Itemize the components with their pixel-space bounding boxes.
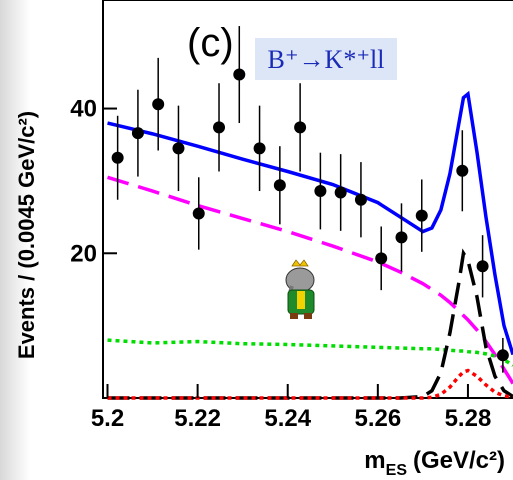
x-tick-label: 5.22: [174, 405, 221, 432]
x-tick-label: 5.28: [445, 405, 492, 432]
fit-curve: [107, 90, 513, 356]
data-point: [152, 98, 165, 111]
panel-label: (c): [187, 21, 234, 65]
y-axis-label: Events / (0.0045 GeV/c²): [14, 111, 39, 359]
data-point: [476, 260, 489, 273]
points: [111, 26, 509, 373]
decay-box: [255, 38, 397, 80]
data-point: [172, 142, 185, 155]
data-point: [415, 209, 428, 222]
data-point: [213, 121, 226, 134]
data-point: [496, 349, 509, 362]
data-point: [375, 252, 388, 265]
data-point: [233, 68, 246, 81]
data-point: [354, 193, 367, 206]
y-tick-label: 40: [70, 96, 97, 123]
x-axis-label-main: m: [364, 447, 385, 474]
data-point: [192, 207, 205, 220]
x-axis-label-unit: (GeV/c²): [413, 447, 505, 474]
fit-curve: [107, 248, 513, 400]
x-tick-label: 5.2: [91, 405, 124, 432]
data-point: [294, 121, 307, 134]
x-axis-label: mES (GeV/c²): [364, 447, 505, 479]
data-point: [273, 179, 286, 192]
y-tick-label: 20: [70, 240, 97, 267]
x-axis-label-sub: ES: [386, 462, 408, 479]
axes: 20 40 5.2 5.22 5.24 5.26 5.28: [70, 96, 491, 432]
decay-label: B⁺→K*⁺ll: [267, 45, 384, 74]
data-point: [314, 185, 327, 198]
mascot: [285, 259, 315, 319]
x-tick-label: 5.26: [354, 405, 401, 432]
data-point: [456, 164, 469, 177]
x-tick-label: 5.24: [264, 405, 311, 432]
data-point: [111, 151, 124, 164]
data-point: [395, 231, 408, 244]
fit-curve: [107, 368, 513, 400]
data-point: [131, 127, 144, 140]
curves: [106, 90, 513, 400]
fit-curve: [107, 338, 513, 367]
data-point: [334, 186, 347, 199]
data-point: [253, 142, 266, 155]
